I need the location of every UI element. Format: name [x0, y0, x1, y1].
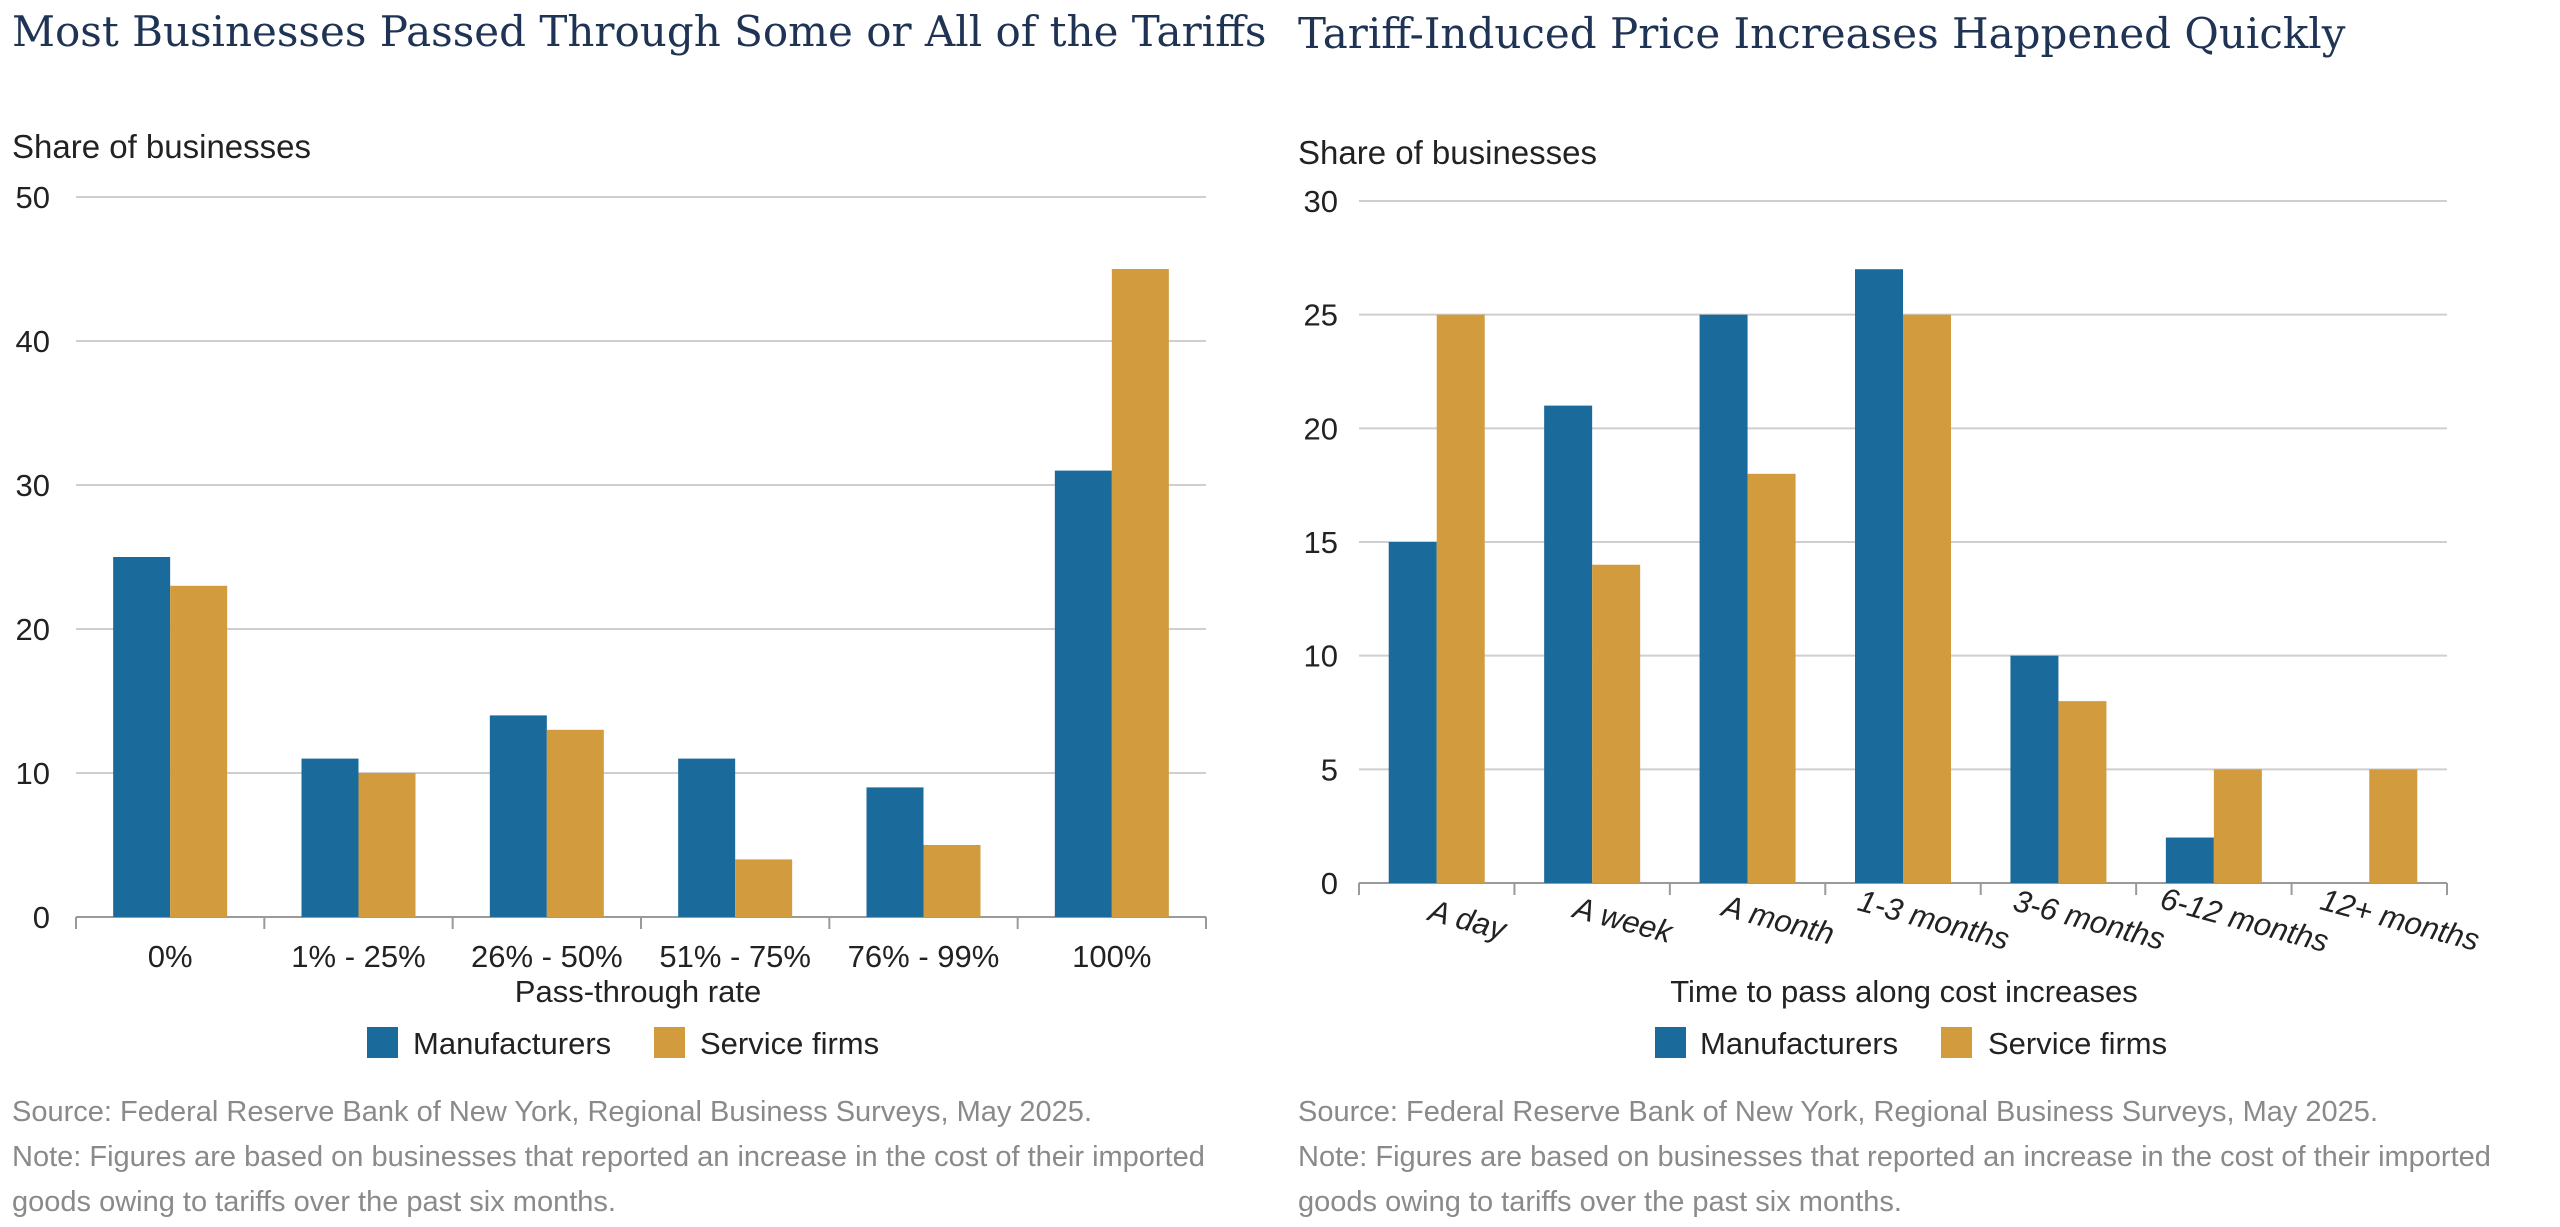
bar-manufacturers [1699, 314, 1748, 884]
bar-service-firms [1111, 269, 1169, 917]
chart-right-plot: 0 5 10 15 20 25 30 A day A week A month 1-3 months… [1304, 184, 2484, 959]
bar-manufacturers [2165, 837, 2214, 883]
bar-manufacturers [1855, 269, 1903, 883]
x-category-label: 6-12 months [2157, 881, 2333, 959]
bar-service-firms [2058, 701, 2107, 883]
bar-service-firms [1436, 314, 1485, 884]
bar-service-firms [2213, 769, 2262, 883]
bar-manufacturers [2010, 655, 2059, 883]
bar-service-firms [1592, 564, 1641, 883]
legend-swatch-manufacturers [1655, 1027, 1686, 1058]
chart-left-note-line1: Note: Figures are based on businesses th… [12, 1141, 1205, 1173]
x-category-label: A week [1568, 889, 1678, 950]
chart-right-title: Tariff-Induced Price Increases Happened … [1298, 9, 2346, 58]
y-tick-label: 15 [1304, 525, 1338, 560]
chart-left-note-line2: goods owing to tariffs over the past six… [12, 1186, 616, 1218]
chart-left-legend: Manufacturers Service firms [367, 1026, 879, 1061]
bar-service-firms [546, 729, 604, 917]
chart-left-title: Most Businesses Passed Through Some or A… [12, 7, 1266, 56]
legend-swatch-service-firms [654, 1027, 685, 1058]
y-tick-label: 20 [16, 612, 50, 647]
legend-label-service-firms: Service firms [700, 1026, 879, 1061]
chart-left-xlabel: Pass-through rate [515, 974, 761, 1009]
y-tick-label: 5 [1321, 752, 1338, 787]
legend-swatch-service-firms [1941, 1027, 1972, 1058]
y-tick-label: 30 [16, 468, 50, 503]
bar-manufacturers [489, 715, 547, 917]
y-tick-label: 0 [1321, 866, 1338, 901]
chart-left-ylabel: Share of businesses [12, 128, 311, 165]
x-category-label: 51% - 75% [659, 939, 811, 974]
chart-right-source: Source: Federal Reserve Bank of New York… [1298, 1096, 2378, 1128]
x-category-label: 26% - 50% [471, 939, 623, 974]
bar-manufacturers [1388, 542, 1437, 883]
chart-right-xlabel: Time to pass along cost increases [1670, 974, 2138, 1009]
y-tick-label: 40 [16, 324, 50, 359]
y-tick-label: 30 [1304, 184, 1338, 219]
bar-manufacturers [301, 758, 359, 917]
bar-manufacturers [678, 758, 736, 917]
x-category-label: 1-3 months [1854, 883, 2013, 957]
bar-manufacturers [1544, 405, 1593, 883]
x-category-label: A day [1423, 892, 1512, 947]
bar-service-firms [1747, 473, 1796, 883]
chart-left: Most Businesses Passed Through Some or A… [12, 7, 1266, 1218]
legend-swatch-manufacturers [367, 1027, 398, 1058]
bar-manufacturers [1054, 470, 1112, 917]
bar-service-firms [735, 859, 793, 917]
y-tick-label: 10 [16, 756, 50, 791]
bar-manufacturers [866, 787, 924, 917]
chart-left-source: Source: Federal Reserve Bank of New York… [12, 1096, 1092, 1128]
bar-service-firms [2369, 769, 2418, 883]
x-category-label: A month [1717, 888, 1838, 952]
y-tick-label: 20 [1304, 411, 1338, 446]
bar-manufacturers [113, 557, 171, 917]
bar-service-firms [923, 845, 981, 917]
y-tick-label: 10 [1304, 639, 1338, 674]
x-category-label: 3-6 months [2010, 883, 2169, 957]
x-category-label: 1% - 25% [291, 939, 425, 974]
legend-label-service-firms: Service firms [1988, 1026, 2167, 1061]
bar-service-firms [170, 585, 228, 917]
legend-label-manufacturers: Manufacturers [1700, 1026, 1898, 1061]
x-category-label: 76% - 99% [848, 939, 1000, 974]
chart-right-ylabel: Share of businesses [1298, 134, 1597, 171]
chart-right-legend: Manufacturers Service firms [1655, 1026, 2167, 1061]
bar-service-firms [358, 773, 416, 917]
y-tick-label: 25 [1304, 298, 1338, 333]
x-category-label: 12+ months [2317, 882, 2483, 958]
x-category-label: 0% [148, 939, 193, 974]
chart-right-note-line2: goods owing to tariffs over the past six… [1298, 1186, 1902, 1218]
y-tick-label: 50 [16, 180, 50, 215]
legend-label-manufacturers: Manufacturers [413, 1026, 611, 1061]
chart-left-plot: 0 10 20 30 40 50 0% 1% - 25% 26% - 50% 51% - 75% 7… [16, 180, 1207, 974]
chart-right: Tariff-Induced Price Increases Happened … [1298, 9, 2491, 1218]
chart-right-note-line1: Note: Figures are based on businesses th… [1298, 1141, 2491, 1173]
bar-service-firms [1903, 314, 1951, 884]
x-category-label: 100% [1072, 939, 1151, 974]
y-tick-label: 0 [33, 900, 50, 935]
